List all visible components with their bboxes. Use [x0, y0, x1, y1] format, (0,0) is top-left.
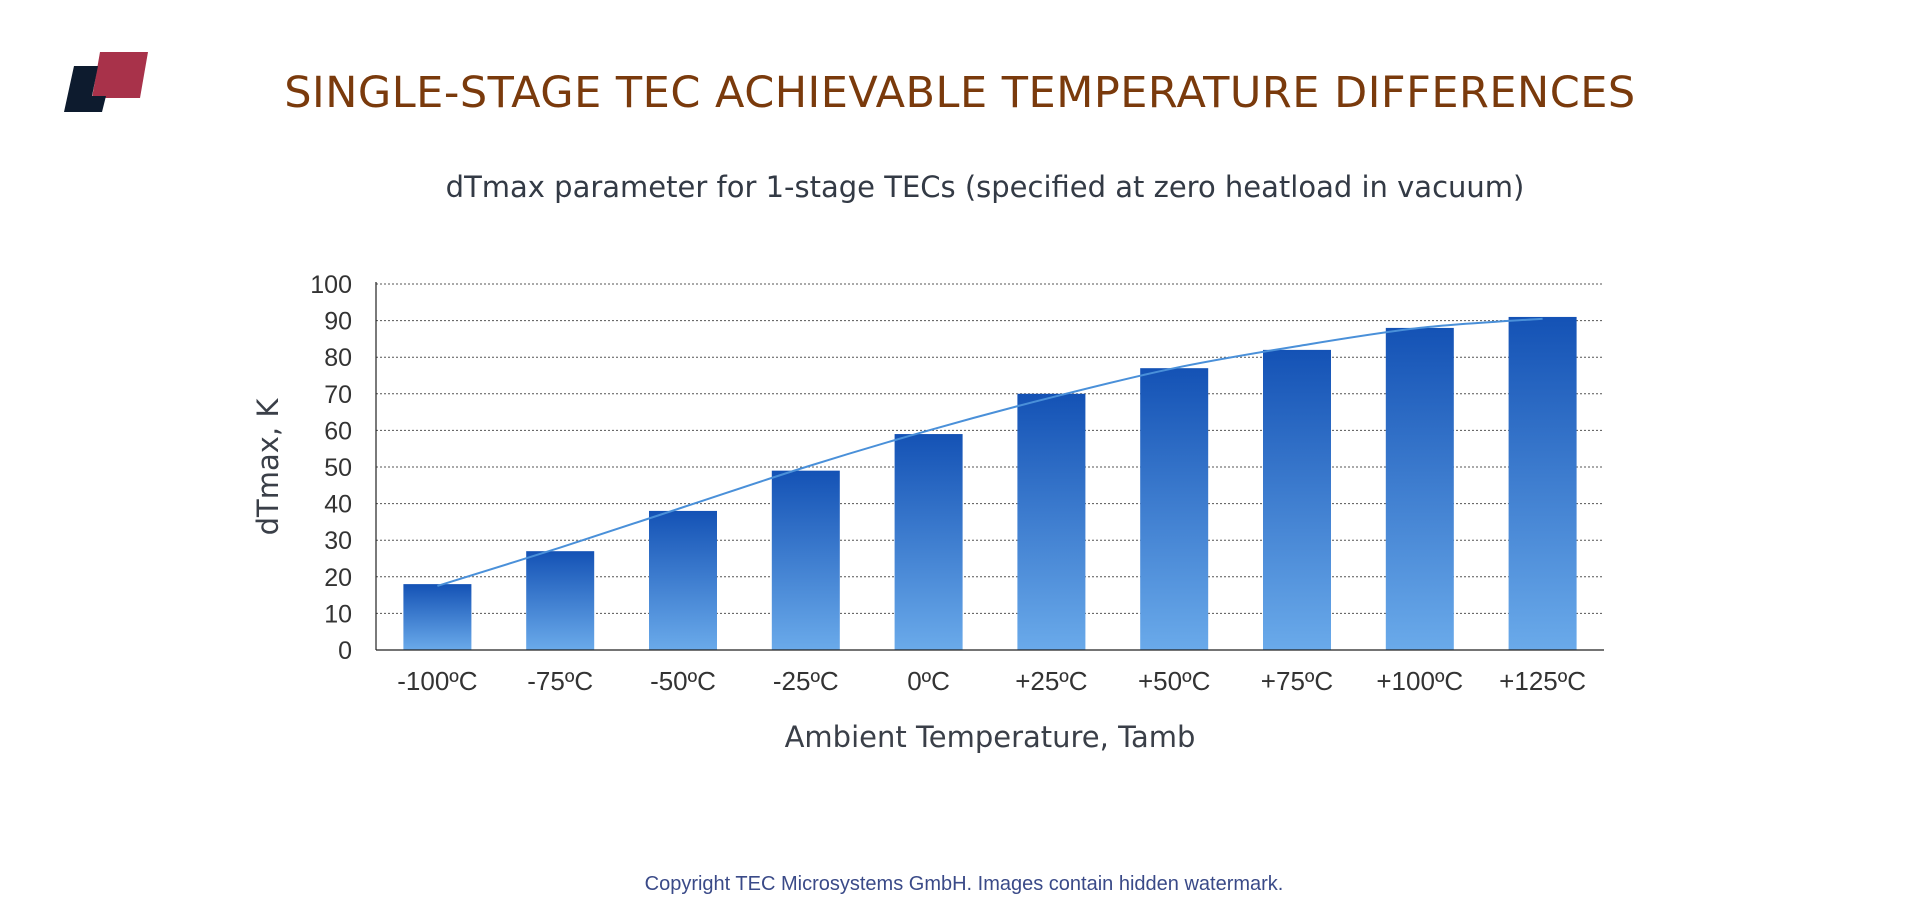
x-tick-label: +25ºC [1015, 666, 1087, 696]
x-tick-label: -25ºC [773, 666, 839, 696]
bar-0ºC [894, 434, 963, 650]
bar-+75ºC [1263, 349, 1331, 650]
y-tick-label: 10 [324, 600, 352, 628]
y-tick-label: 40 [324, 491, 352, 519]
y-tick-label: 70 [324, 381, 352, 409]
labels: 0 10 20 30 40 50 60 70 80 90 100 -100ºC -75ºC -50ºC -2… [251, 271, 1586, 754]
x-tick-label: -100ºC [397, 666, 477, 696]
x-tick-label: +100ºC [1376, 666, 1463, 696]
y-tick-label: 60 [324, 417, 352, 445]
bar--100ºC [403, 584, 472, 650]
y-tick-label: 30 [324, 527, 352, 555]
x-tick-label: +50ºC [1138, 666, 1210, 696]
page-title: SINGLE-STAGE TEC ACHIEVABLE TEMPERATURE … [284, 68, 1636, 118]
bar--25ºC [771, 470, 840, 650]
y-tick-label: 100 [310, 271, 352, 299]
y-tick-label: 50 [324, 454, 352, 482]
bar-+25ºC [1017, 393, 1086, 650]
x-tick-label: -50ºC [650, 666, 716, 696]
y-tick-label: 80 [324, 344, 352, 372]
bar-+125ºC [1508, 316, 1577, 650]
trend-line [437, 317, 1543, 587]
x-tick-label: +125ºC [1499, 666, 1586, 696]
y-tick-label: 90 [324, 308, 352, 336]
y-tick-label: 20 [324, 564, 352, 592]
x-tick-label: 0ºC [907, 666, 950, 696]
trend [437, 317, 1543, 587]
logo-red-shape [92, 52, 148, 98]
bar-+100ºC [1385, 327, 1454, 650]
footer-copyright: Copyright TEC Microsystems GmbH. Images … [644, 873, 1284, 895]
x-axis-title: Ambient Temperature, Tamb [785, 720, 1196, 754]
chart-title: dTmax parameter for 1-stage TECs (specif… [445, 170, 1525, 204]
axes [375, 282, 1604, 651]
bar-+50ºC [1140, 368, 1209, 650]
y-tick-label: 0 [338, 637, 352, 665]
bar--75ºC [526, 551, 595, 650]
x-tick-label: -75ºC [527, 666, 593, 696]
company-logo [64, 52, 148, 112]
bar--50ºC [649, 510, 717, 650]
logo-dark-shape [64, 66, 106, 112]
x-tick-label: +75ºC [1261, 666, 1333, 696]
y-axis-title: dTmax, K [251, 398, 285, 536]
bars [403, 316, 1577, 650]
